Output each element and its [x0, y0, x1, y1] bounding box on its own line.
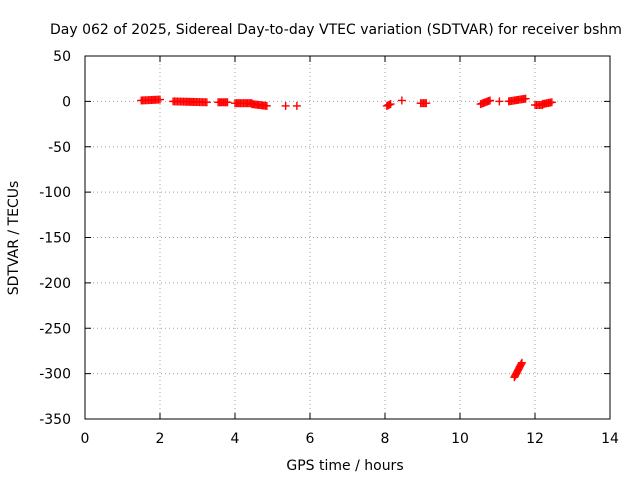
data-point	[486, 96, 494, 105]
data-point	[422, 99, 431, 108]
y-tick-label: -250	[39, 321, 71, 337]
y-tick-label: -100	[39, 185, 71, 201]
x-tick-label: 14	[601, 431, 619, 447]
grid	[85, 56, 610, 419]
data-series	[137, 94, 556, 382]
data-point	[521, 94, 530, 103]
data-point	[292, 101, 301, 110]
x-tick-label: 6	[306, 431, 315, 447]
data-point	[547, 98, 556, 107]
axis-ticks: 0 2 4 6 8 10 12 14 50 0 -50 -100 -150 -200 -250 -300 -35…	[39, 49, 619, 447]
y-tick-label: 50	[53, 49, 71, 65]
y-tick-label: -200	[39, 276, 71, 292]
x-tick-label: 8	[381, 431, 390, 447]
x-axis-label: GPS time / hours	[286, 458, 403, 474]
y-tick-label: -50	[48, 140, 71, 156]
data-point	[495, 97, 504, 106]
chart-title: Day 062 of 2025, Sidereal Day-to-day VTE…	[50, 22, 622, 38]
data-point	[262, 101, 271, 110]
y-tick-label: -150	[39, 231, 71, 247]
data-point	[281, 101, 290, 110]
plot-frame	[84, 55, 611, 420]
y-tick-label: -350	[39, 412, 71, 428]
x-tick-label: 2	[156, 431, 165, 447]
y-tick-label: 0	[62, 94, 71, 110]
data-point	[517, 358, 526, 367]
x-tick-label: 12	[526, 431, 544, 447]
data-point	[386, 100, 395, 109]
data-point	[156, 95, 164, 104]
data-point	[223, 98, 232, 107]
data-point	[397, 96, 406, 105]
x-tick-label: 0	[81, 431, 90, 447]
x-tick-label: 4	[231, 431, 240, 447]
y-axis-label: SDTVAR / TECUs	[6, 181, 22, 296]
x-tick-label: 10	[451, 431, 469, 447]
data-point	[202, 98, 211, 107]
y-tick-label: -300	[39, 367, 71, 383]
